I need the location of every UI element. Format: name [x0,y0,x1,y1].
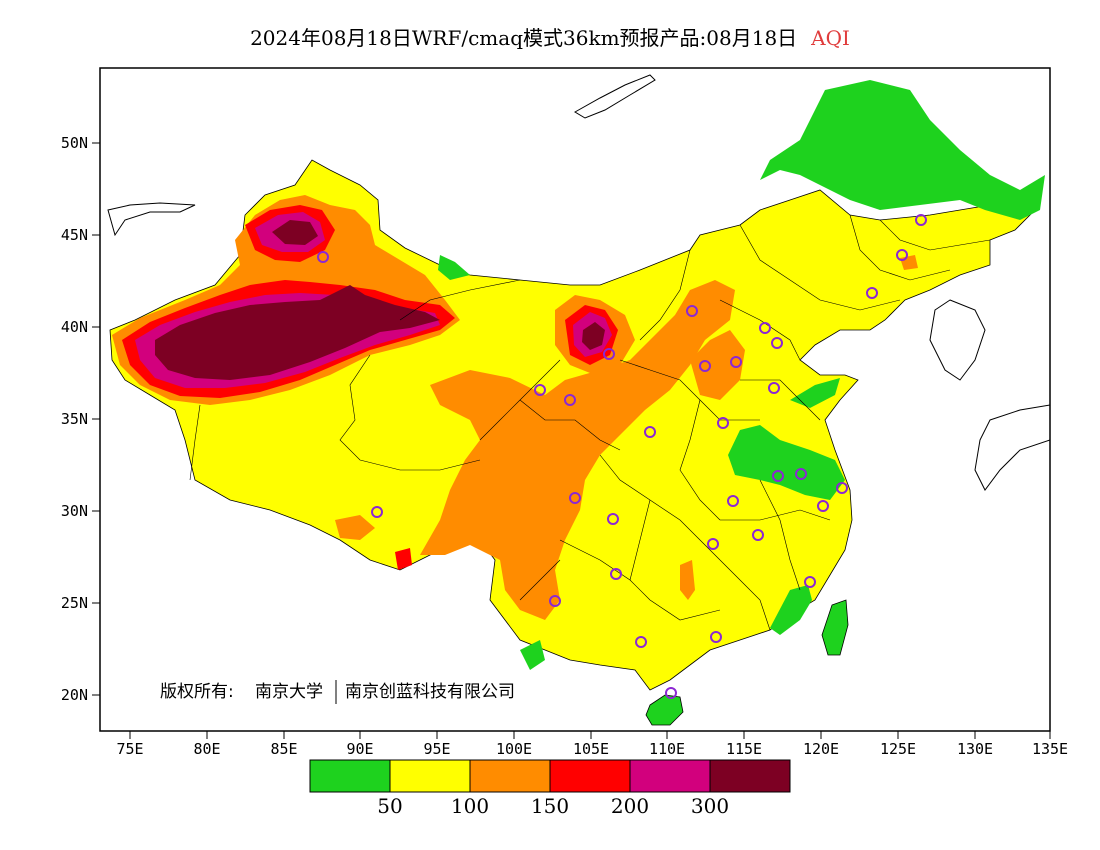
y-tick-label: 35N [61,410,88,428]
legend-swatch-0 [309,759,391,793]
legend-swatch-3 [549,759,631,793]
y-axis [92,142,100,696]
city-marker [569,492,581,504]
city-marker [699,360,711,372]
aqi-maroon-tarim [155,285,440,380]
aqi-green-guangxi [520,640,545,670]
x-axis [129,731,1051,739]
x-tick-label: 135E [1032,740,1068,758]
y-tick-label: 50N [61,134,88,152]
aqi-red-tibet-south [395,548,412,570]
city-marker [727,495,739,507]
city-marker [759,322,771,334]
x-tick-labels: 75E 80E 85E 90E 95E 100E 105E 110E 115E … [116,740,1068,758]
city-marker [534,384,546,396]
y-tick-label: 20N [61,686,88,704]
aqi-orange-tibet-east [335,515,375,540]
plot-frame [99,67,1051,732]
x-tick-label: 75E [116,740,143,758]
city-marker [771,337,783,349]
aqi-green-fujian [770,585,812,635]
copyright-org-company: 南京创蓝科技有限公司 [345,682,515,702]
lake-baikal [574,74,656,119]
city-marker [866,287,878,299]
aqi-green-east-china [728,425,845,500]
y-tick-labels: 50N 45N 40N 35N 30N 25N 20N [61,134,88,704]
legend-label: 300 [690,794,730,818]
x-tick-label: 105E [573,740,609,758]
city-marker [603,348,615,360]
city-marker [772,470,784,482]
aqi-green-northeast [760,80,1045,220]
title-main: 2024年08月18日WRF/cmaq模式36km预报产品:08月18日 [250,26,798,50]
city-marker [607,513,619,525]
korea-coastline [929,299,986,381]
city-marker [317,251,329,263]
hainan-island [645,694,684,726]
city-marker [768,382,780,394]
city-marker [817,500,829,512]
y-tick-label: 30N [61,502,88,520]
x-tick-label: 80E [193,740,220,758]
legend-label: 150 [530,794,570,818]
y-tick-label: 25N [61,594,88,612]
legend-colorbar [309,759,791,793]
x-tick-label: 110E [649,740,685,758]
legend-swatch-1 [389,759,471,793]
x-tick-label: 130E [957,740,993,758]
map-fill-layers [107,74,1050,726]
legend-label: 200 [610,794,650,818]
city-marker [686,305,698,317]
lake-balkhash [107,202,196,237]
city-marker [795,468,807,480]
city-marker [564,394,576,406]
copyright-prefix: 版权所有: [160,682,234,702]
city-marker [836,482,848,494]
city-marker [915,214,927,226]
aqi-orange-central-belt [420,280,735,620]
aqi-orange-south [680,560,695,600]
city-marker [710,631,722,643]
city-marker [752,529,764,541]
aqi-maroon-dzungaria [272,220,318,245]
city-marker [610,568,622,580]
x-tick-label: 125E [880,740,916,758]
y-tick-label: 40N [61,318,88,336]
city-marker [896,249,908,261]
x-tick-label: 120E [803,740,839,758]
city-marker [707,538,719,550]
japan-coastline [974,404,1050,491]
x-tick-label: 85E [270,740,297,758]
aqi-green-northwest-strip [438,255,470,280]
legend-swatch-4 [629,759,711,793]
aqi-maroon-inner-mongolia [582,322,605,350]
x-tick-label: 115E [726,740,762,758]
title-variable: AQI [811,26,850,50]
x-tick-label: 90E [346,740,373,758]
city-marker [730,356,742,368]
legend-label: 50 [377,794,403,818]
aqi-green-shandong [790,378,840,408]
map-title: 2024年08月18日WRF/cmaq模式36km预报产品:08月18日 AQI [0,22,1100,51]
city-marker [665,687,677,699]
x-tick-label: 95E [423,740,450,758]
city-marker [371,506,383,518]
copyright-notice: 版权所有: 南京大学 南京创蓝科技有限公司 [160,680,515,704]
city-marker [804,576,816,588]
legend-label: 100 [450,794,490,818]
taiwan-island [821,599,849,656]
x-tick-label: 100E [496,740,532,758]
legend-swatch-2 [469,759,551,793]
aqi-orange-north-china [690,330,745,400]
city-markers [317,214,927,699]
city-marker [644,426,656,438]
y-tick-label: 45N [61,226,88,244]
copyright-org-nju: 南京大学 [255,682,323,702]
city-marker [549,595,561,607]
city-marker [717,417,729,429]
legend-swatch-5 [709,759,791,793]
city-marker [635,636,647,648]
